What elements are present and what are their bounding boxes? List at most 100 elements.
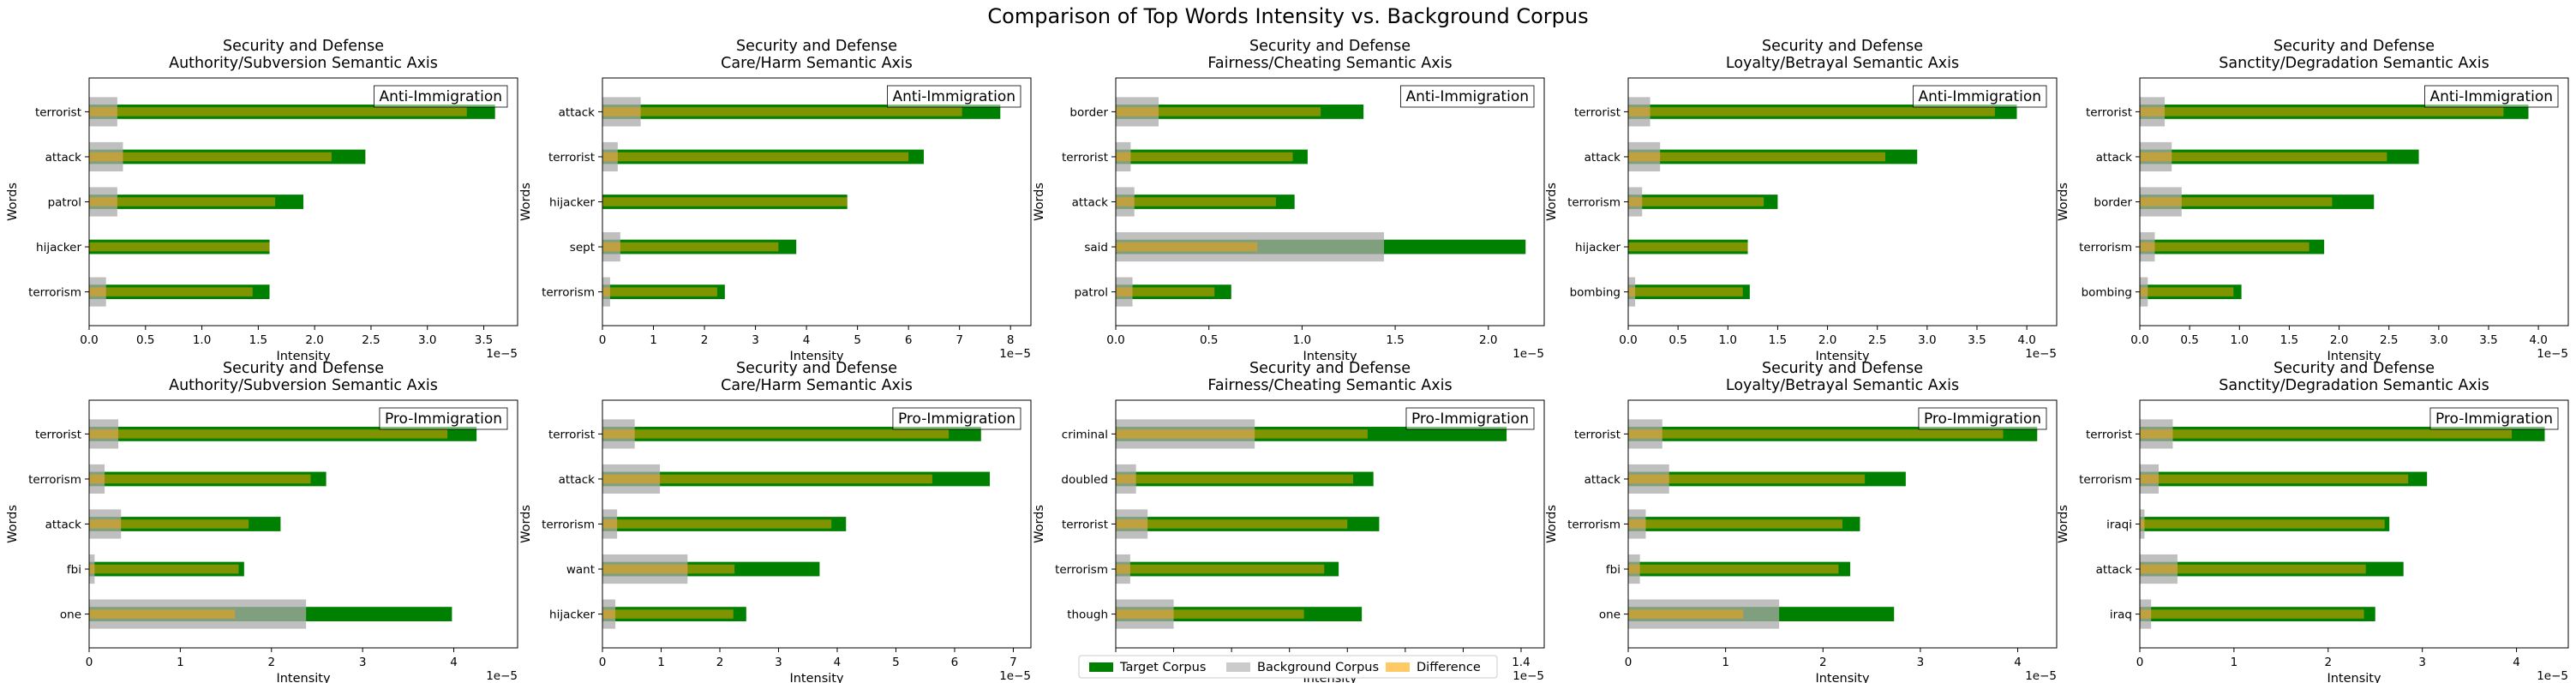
y-tick-label: hijacker bbox=[36, 241, 81, 255]
panel-title-line2: Loyalty/Betrayal Semantic Axis bbox=[1726, 55, 1959, 72]
annotation-box bbox=[2429, 407, 2559, 430]
x-tick-label: 0.0 bbox=[2130, 333, 2148, 347]
chart-panel: Security and DefenseAuthority/Subversion… bbox=[6, 360, 518, 683]
x-tick-label: 1 bbox=[177, 656, 184, 669]
x-tick-label: 7 bbox=[956, 333, 963, 347]
x-tick-label: 0.5 bbox=[1200, 333, 1218, 347]
chart-panel: Security and DefenseSanctity/Degradation… bbox=[2057, 360, 2569, 683]
y-axis-label: Words bbox=[519, 505, 533, 543]
bar-difference bbox=[602, 197, 848, 207]
x-tick-label: 1 bbox=[2231, 656, 2238, 669]
y-tick-label: terrorist bbox=[548, 428, 595, 441]
x-tick-label: 4 bbox=[2513, 656, 2520, 669]
bar-difference bbox=[602, 564, 735, 574]
bar-difference bbox=[602, 287, 717, 297]
bar-difference bbox=[1628, 197, 1764, 207]
legend-swatch bbox=[1089, 662, 1113, 672]
bar-difference bbox=[1628, 474, 1866, 484]
y-tick-label: one bbox=[1599, 608, 1620, 622]
panel-annotation: Pro-Immigration bbox=[2435, 410, 2553, 428]
y-tick-label: attack bbox=[1585, 473, 1621, 487]
panel-title-line2: Sanctity/Degradation Semantic Axis bbox=[2219, 377, 2489, 394]
x-scale-label: 1e−5 bbox=[486, 669, 518, 683]
y-tick-label: border bbox=[1069, 105, 1108, 119]
y-tick-label: doubled bbox=[1061, 473, 1108, 487]
x-tick-label: 5 bbox=[854, 333, 861, 347]
bar-difference bbox=[89, 474, 311, 484]
x-scale-label: 1e−5 bbox=[486, 347, 518, 361]
annotation-box bbox=[887, 85, 1021, 108]
bar-difference bbox=[1628, 107, 1995, 117]
bar-difference bbox=[602, 152, 909, 162]
bar-difference bbox=[89, 152, 332, 162]
annotation-box bbox=[2424, 85, 2559, 108]
y-tick-label: patrol bbox=[48, 196, 81, 210]
y-axis-label: Words bbox=[519, 183, 533, 221]
bar-difference bbox=[2140, 429, 2513, 439]
bar-difference bbox=[89, 609, 236, 619]
bar-difference bbox=[2140, 564, 2366, 574]
y-tick-label: though bbox=[1067, 608, 1108, 622]
y-tick-label: attack bbox=[45, 518, 82, 532]
panel-title-line2: Care/Harm Semantic Axis bbox=[721, 377, 913, 394]
bar-difference bbox=[1116, 474, 1354, 484]
panel-title-line2: Authority/Subversion Semantic Axis bbox=[169, 55, 438, 72]
panel-title-line1: Security and Defense bbox=[1249, 38, 1411, 55]
y-tick-label: bombing bbox=[1570, 286, 1620, 300]
x-tick-label: 2.5 bbox=[1868, 333, 1886, 347]
bar-difference bbox=[2140, 152, 2387, 162]
bar-difference bbox=[1628, 242, 1748, 252]
panel-title-line2: Loyalty/Betrayal Semantic Axis bbox=[1726, 377, 1959, 394]
legend-frame bbox=[1078, 655, 1498, 679]
chart-panels: Security and DefenseAuthority/Subversion… bbox=[6, 38, 2569, 683]
y-tick-label: said bbox=[1084, 241, 1108, 255]
bar-difference bbox=[602, 519, 832, 529]
y-axis-label: Words bbox=[1545, 505, 1559, 543]
y-tick-label: sept bbox=[570, 241, 595, 255]
y-tick-label: terrorism bbox=[1567, 196, 1620, 210]
x-scale-label: 1e−5 bbox=[999, 669, 1031, 683]
y-tick-label: terrorist bbox=[1574, 105, 1620, 119]
x-axis-label: Intensity bbox=[1303, 350, 1357, 363]
x-tick-label: 4.0 bbox=[2017, 333, 2035, 347]
annotation-box bbox=[374, 85, 508, 108]
panel-title-line1: Security and Defense bbox=[736, 38, 897, 55]
legend: Target Corpus Background Corpus Difference bbox=[1078, 655, 1498, 679]
y-tick-label: fbi bbox=[1606, 563, 1620, 577]
bar-difference bbox=[1628, 564, 1839, 574]
y-tick-label: terrorism bbox=[1055, 563, 1108, 577]
x-scale-label: 1e−5 bbox=[2025, 669, 2057, 683]
x-axis-label: Intensity bbox=[2327, 672, 2381, 683]
figure-title: Comparison of Top Words Intensity vs. Ba… bbox=[987, 4, 1588, 28]
x-tick-label: 0.0 bbox=[1106, 333, 1124, 347]
bar-difference bbox=[1628, 519, 1842, 529]
panel-title-line1: Security and Defense bbox=[1249, 360, 1411, 377]
x-tick-label: 3.5 bbox=[1968, 333, 1986, 347]
x-tick-label: 6 bbox=[905, 333, 913, 347]
x-tick-label: 1 bbox=[657, 656, 665, 669]
y-tick-label: bombing bbox=[2082, 286, 2132, 300]
x-axis-label: Intensity bbox=[1815, 672, 1870, 683]
axes-frame bbox=[1115, 77, 1545, 327]
axes-frame bbox=[1627, 77, 2058, 327]
bar-difference bbox=[1116, 242, 1258, 252]
bar-difference bbox=[602, 429, 950, 439]
panel-title-line1: Security and Defense bbox=[223, 38, 384, 55]
y-tick-label: terrorism bbox=[28, 473, 81, 487]
x-tick-label: 0.0 bbox=[80, 333, 98, 347]
panel-title-line2: Authority/Subversion Semantic Axis bbox=[169, 377, 438, 394]
bar-difference bbox=[1116, 197, 1276, 207]
y-tick-label: iraq bbox=[2110, 608, 2132, 622]
y-tick-label: terrorism bbox=[1567, 518, 1620, 532]
axes-frame bbox=[88, 77, 518, 327]
x-tick-label: 1.0 bbox=[2231, 333, 2249, 347]
bar-difference bbox=[2140, 197, 2333, 207]
y-tick-label: hijacker bbox=[549, 196, 595, 210]
y-tick-label: iraqi bbox=[2106, 518, 2132, 532]
x-tick-label: 0 bbox=[86, 656, 93, 669]
chart-panel: Security and DefenseAuthority/Subversion… bbox=[6, 38, 518, 363]
